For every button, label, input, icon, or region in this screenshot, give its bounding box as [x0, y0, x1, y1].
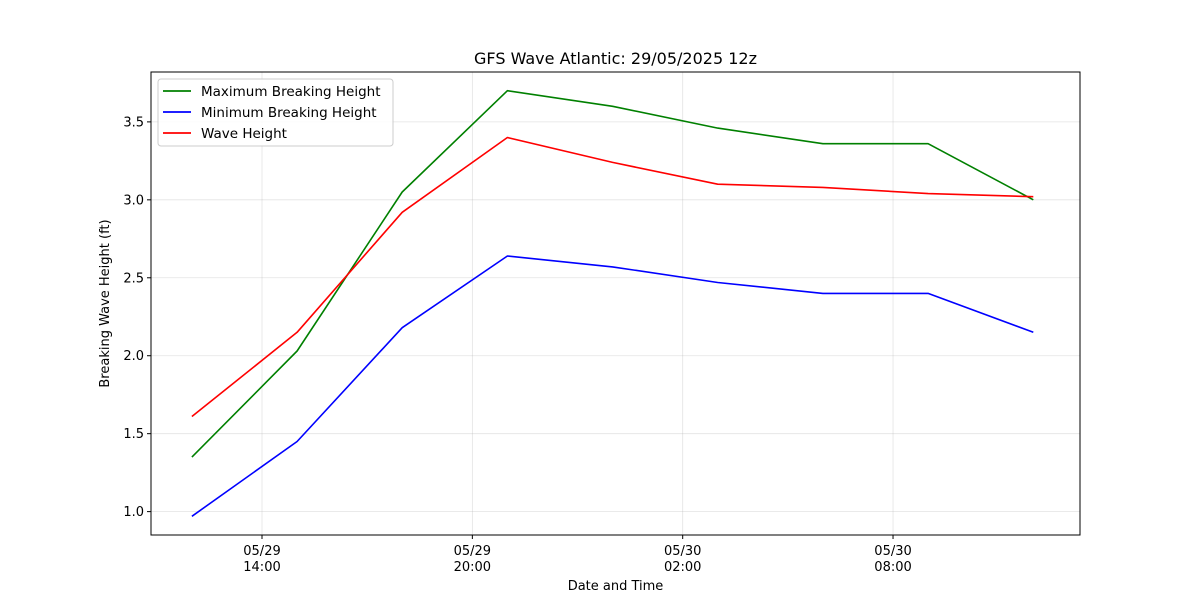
series-line-2 — [191, 136, 1034, 418]
x-tick-date: 05/29 — [454, 544, 491, 559]
plot-frame — [150, 71, 1081, 536]
x-tick-date: 05/29 — [243, 544, 280, 559]
legend-label: Minimum Breaking Height — [201, 105, 377, 121]
legend-label: Maximum Breaking Height — [201, 84, 381, 100]
grid — [151, 72, 1080, 535]
x-tick-date: 05/30 — [874, 544, 911, 559]
series-line-0 — [191, 89, 1034, 458]
chart-title: GFS Wave Atlantic: 29/05/2025 12z — [474, 49, 757, 68]
y-axis-label: Breaking Wave Height (ft) — [98, 219, 113, 387]
y-tick-label: 2.0 — [123, 349, 144, 364]
series-group — [191, 89, 1034, 517]
series-line-1 — [191, 255, 1034, 517]
y-tick-label: 1.0 — [123, 505, 144, 520]
x-tick-time: 08:00 — [874, 560, 911, 575]
y-tick-label: 2.5 — [123, 271, 144, 286]
x-tick-date: 05/30 — [664, 544, 701, 559]
y-axis: 1.0 1.5 2.0 2.5 3.0 3.5 — [123, 115, 151, 520]
legend-label: Wave Height — [201, 126, 287, 142]
x-axis-label: Date and Time — [568, 579, 664, 594]
y-tick-label: 3.0 — [123, 193, 144, 208]
x-tick-time: 14:00 — [243, 560, 280, 575]
legend: Maximum Breaking Height Minimum Breaking … — [157, 78, 394, 147]
y-tick-label: 3.5 — [123, 115, 144, 130]
x-tick-time: 20:00 — [454, 560, 491, 575]
y-tick-label: 1.5 — [123, 427, 144, 442]
legend-box — [157, 78, 394, 147]
x-tick-time: 02:00 — [664, 560, 701, 575]
